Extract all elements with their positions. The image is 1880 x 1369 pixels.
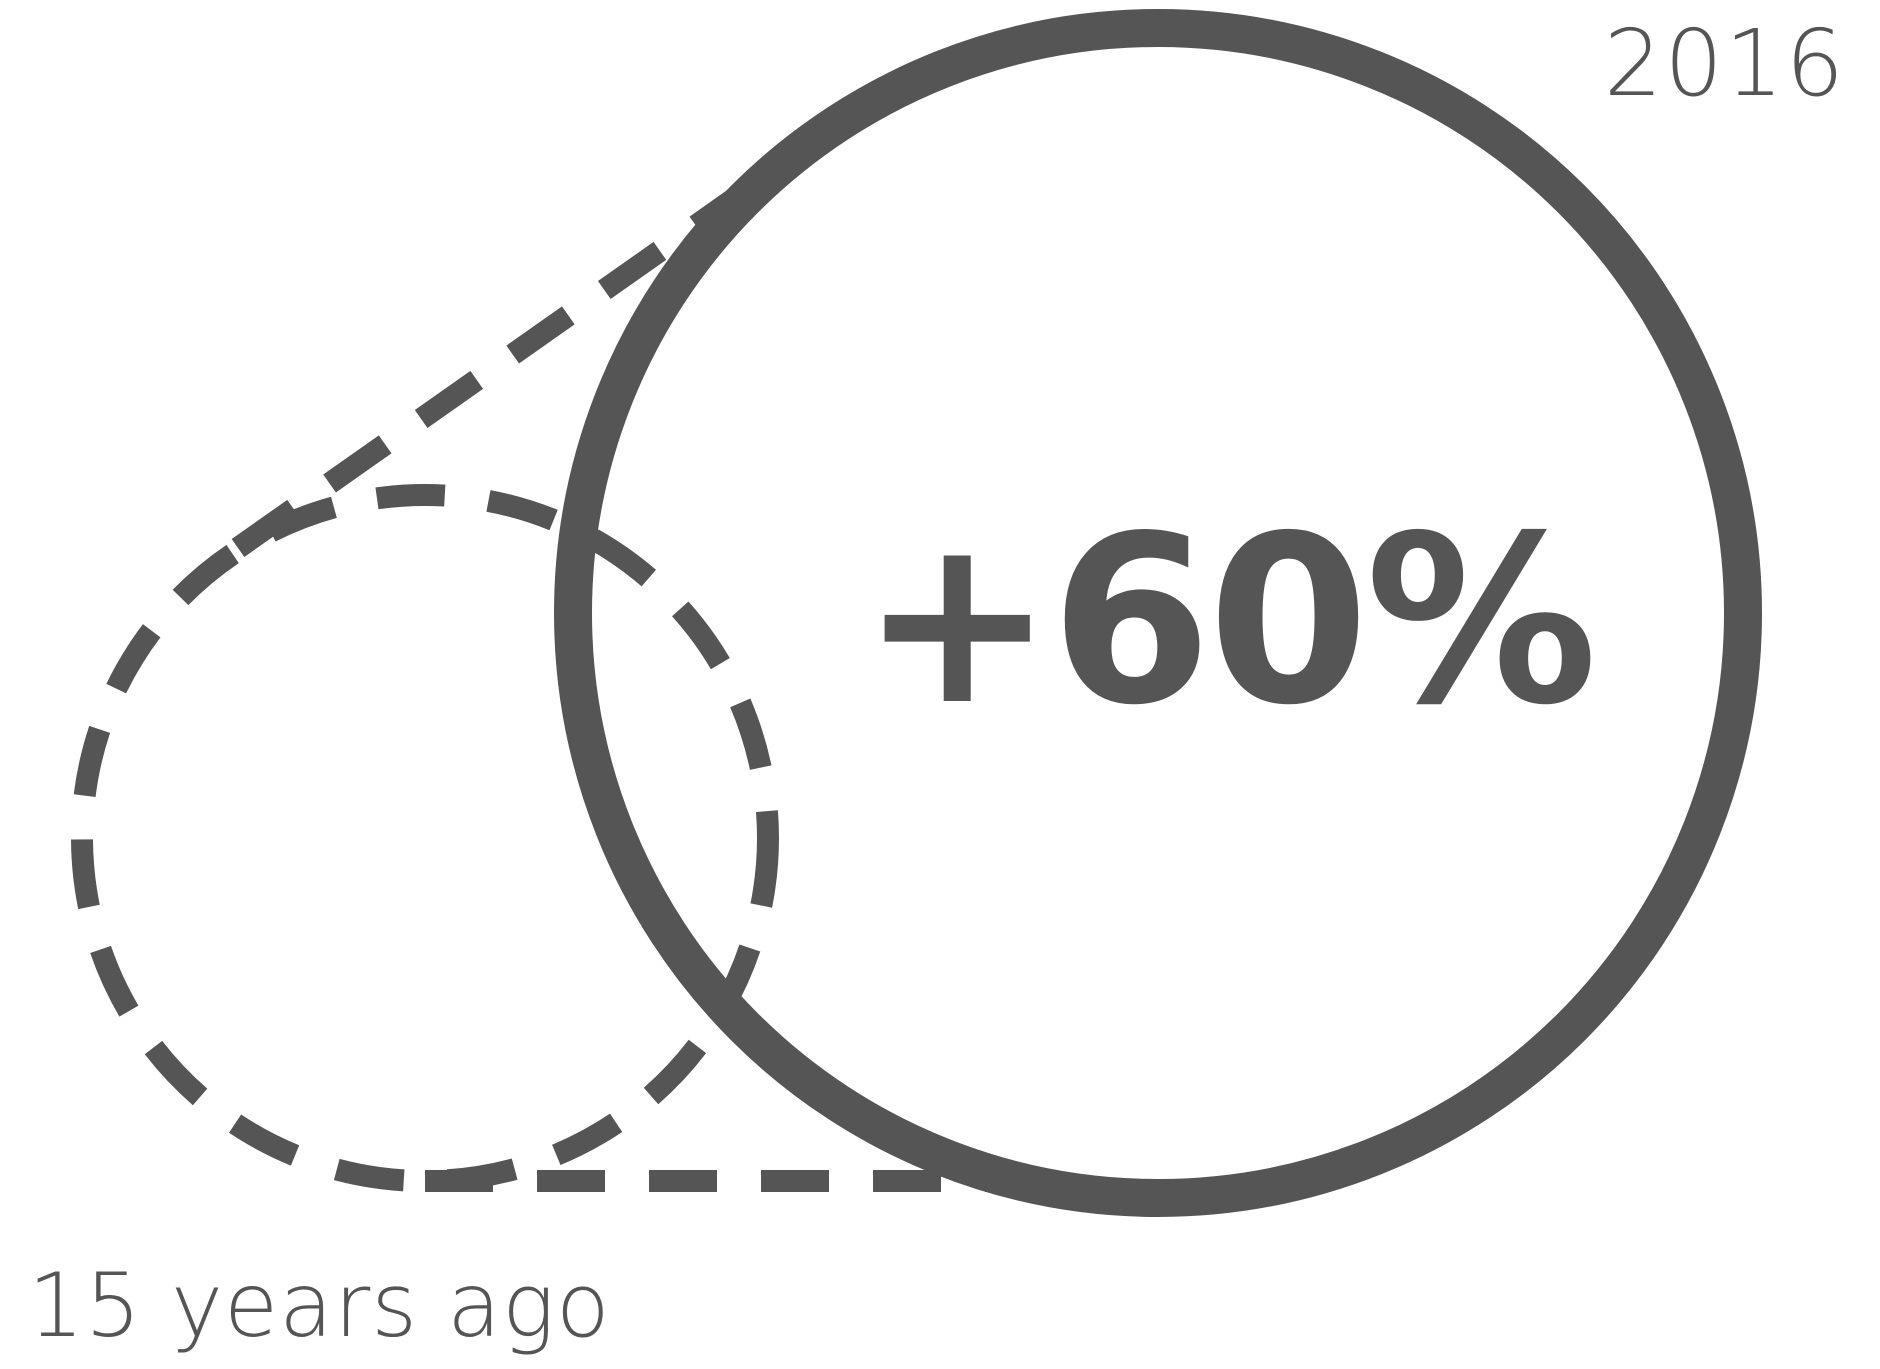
- upper-tangent-line: [231, 189, 742, 557]
- past-period-label: 15 years ago: [28, 1254, 611, 1357]
- past-circle: [71, 484, 779, 1192]
- current-year-label: 2016: [1603, 10, 1846, 117]
- current-circle: [554, 9, 1762, 1217]
- change-percentage: +60%: [860, 486, 1598, 756]
